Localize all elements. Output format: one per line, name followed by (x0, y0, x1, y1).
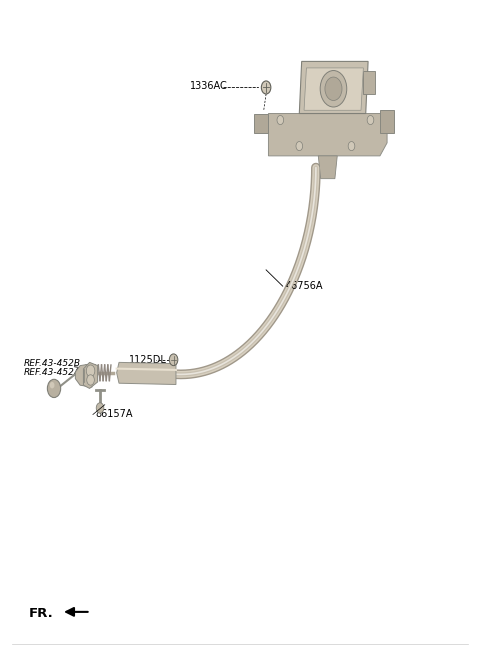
Text: 46756A: 46756A (285, 281, 323, 291)
Text: FR.: FR. (29, 607, 54, 620)
Polygon shape (84, 363, 97, 388)
Circle shape (87, 374, 95, 385)
Circle shape (169, 354, 178, 366)
Polygon shape (254, 114, 268, 133)
Polygon shape (117, 363, 176, 384)
Polygon shape (300, 61, 368, 114)
Circle shape (296, 141, 302, 150)
Circle shape (367, 116, 374, 125)
Circle shape (96, 403, 104, 413)
Circle shape (48, 379, 60, 397)
Circle shape (325, 77, 342, 101)
Polygon shape (380, 110, 394, 133)
Polygon shape (363, 71, 375, 94)
Polygon shape (268, 114, 387, 156)
Text: REF.43-452B: REF.43-452B (24, 359, 81, 367)
Circle shape (320, 70, 347, 107)
Circle shape (261, 81, 271, 94)
Polygon shape (75, 364, 92, 387)
Polygon shape (304, 68, 363, 110)
Text: 1125DL: 1125DL (129, 355, 167, 365)
Circle shape (50, 382, 55, 388)
Text: 1336AC: 1336AC (190, 81, 228, 91)
Text: REF.43-452A: REF.43-452A (24, 368, 81, 376)
Circle shape (277, 116, 284, 125)
Polygon shape (318, 156, 337, 179)
Circle shape (348, 141, 355, 150)
Text: 86157A: 86157A (96, 409, 133, 419)
Circle shape (86, 365, 95, 376)
